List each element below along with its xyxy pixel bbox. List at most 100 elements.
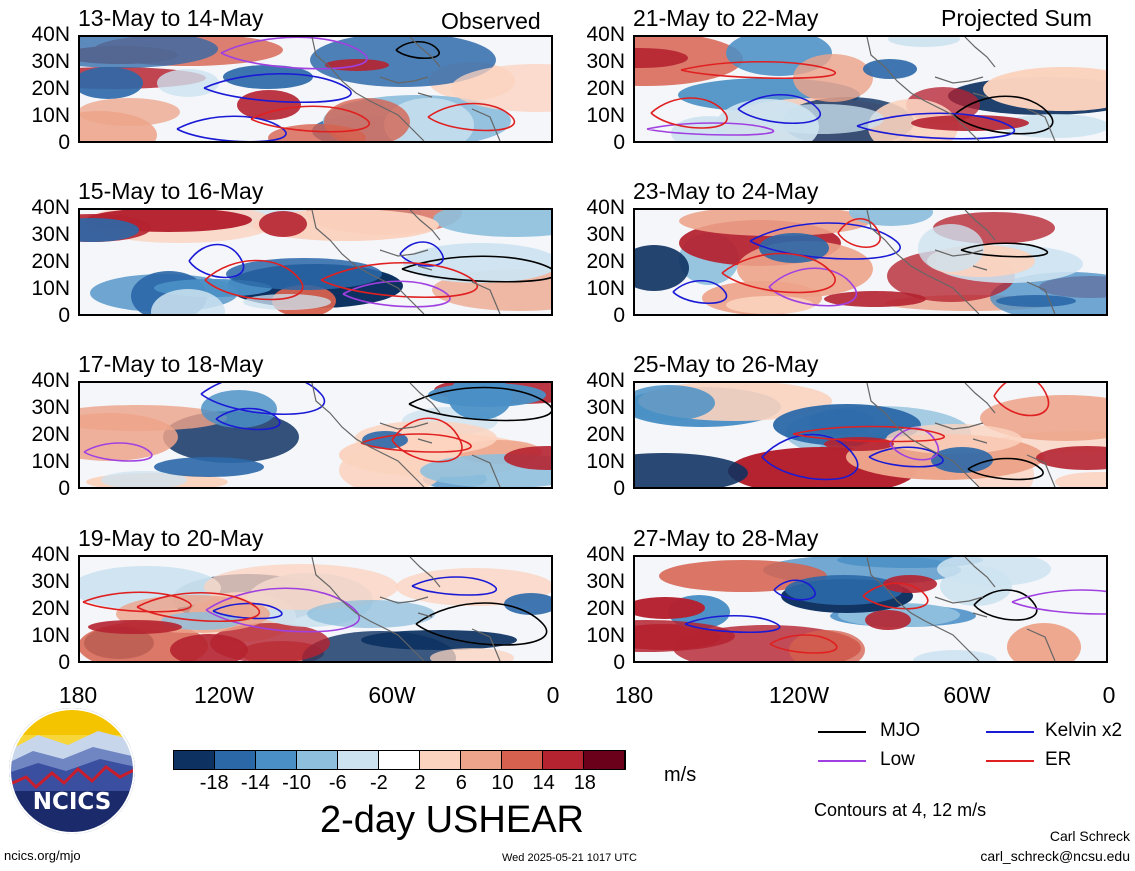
shear-map-panel [78, 555, 553, 663]
colorbar [173, 750, 626, 770]
y-tick-label: 0 [613, 651, 625, 674]
y-tick-label: 20N [31, 423, 70, 446]
y-tick-label: 0 [58, 131, 70, 154]
y-tick-label: 40N [586, 196, 625, 219]
y-tick-label: 30N [586, 570, 625, 593]
x-tick-180-right: 180 [614, 682, 654, 708]
y-tick-label: 10N [31, 450, 70, 473]
legend-line-low [818, 760, 866, 762]
colorbar-tick-label: -6 [328, 772, 347, 794]
projected-sum-label: Projected Sum [941, 5, 1092, 31]
y-tick-label: 30N [586, 396, 625, 419]
footer-timestamp: Wed 2025-05-21 1017 UTC [502, 852, 637, 864]
y-tick-label: 10N [31, 624, 70, 647]
x-tick-0-left: 0 [546, 682, 560, 708]
x-tick-120w-left: 120W [193, 682, 255, 708]
y-tick-label: 20N [586, 77, 625, 100]
x-tick-60w-right: 60W [943, 682, 991, 708]
y-tick-label: 10N [31, 277, 70, 300]
colorbar-swatch [215, 751, 256, 769]
y-tick-label: 40N [31, 23, 70, 46]
colorbar-tick-label: -10 [282, 772, 311, 794]
y-tick-label: 10N [586, 104, 625, 127]
y-tick-label: 10N [586, 624, 625, 647]
colorbar-swatch [338, 751, 379, 769]
colorbar-tick-label: -18 [199, 772, 229, 794]
colorbar-unit: m/s [664, 764, 697, 786]
legend-line-mjo [818, 731, 866, 733]
colorbar-swatch [297, 751, 338, 769]
y-tick-label: 20N [586, 597, 625, 620]
y-tick-label: 40N [31, 369, 70, 392]
panel-title: 21-May to 22-May [633, 5, 819, 31]
contour-note: Contours at 4, 12 m/s [814, 800, 987, 820]
colorbar-swatch [379, 751, 420, 769]
y-tick-label: 40N [31, 196, 70, 219]
shear-map-panel [633, 35, 1108, 143]
y-tick-label: 0 [58, 304, 70, 327]
map-field [635, 383, 1106, 487]
map-field [80, 557, 551, 661]
x-tick-120w-right: 120W [768, 682, 830, 708]
x-tick-60w-left: 60W [368, 682, 416, 708]
y-tick-label: 0 [58, 477, 70, 500]
panel-title: 17-May to 18-May [78, 351, 264, 377]
map-field [80, 383, 551, 487]
y-tick-label: 20N [31, 597, 70, 620]
y-tick-label: 40N [31, 543, 70, 566]
footer-author: Carl Schreck [1049, 828, 1130, 844]
logo-text: NCICS [32, 789, 112, 815]
footer-url[interactable]: ncics.org/mjo [4, 848, 81, 863]
legend-label-er: ER [1045, 749, 1072, 770]
colorbar-swatch [461, 751, 502, 769]
y-tick-label: 10N [586, 277, 625, 300]
colorbar-tick-label: 10 [491, 772, 514, 794]
colorbar-tick-label: -2 [370, 772, 388, 794]
x-tick-0-right: 0 [1102, 682, 1116, 708]
panel-title: 25-May to 26-May [633, 351, 819, 377]
y-tick-label: 30N [31, 50, 70, 73]
y-tick-label: 30N [31, 396, 70, 419]
y-tick-label: 20N [586, 423, 625, 446]
y-tick-label: 10N [586, 450, 625, 473]
colorbar-tick-label: -14 [240, 772, 270, 794]
panel-title: 23-May to 24-May [633, 178, 819, 204]
shear-map-panel [633, 555, 1108, 663]
footer-email[interactable]: carl_schreck@ncsu.edu [980, 848, 1130, 864]
y-tick-label: 30N [586, 50, 625, 73]
colorbar-swatch [174, 751, 215, 769]
colorbar-tick-label: 2 [414, 772, 426, 794]
y-tick-label: 40N [586, 23, 625, 46]
y-tick-label: 40N [586, 369, 625, 392]
map-field [80, 210, 551, 314]
y-tick-label: 30N [31, 570, 70, 593]
map-field [80, 37, 551, 141]
ncics-logo-graphic [9, 708, 135, 834]
y-tick-label: 20N [31, 77, 70, 100]
y-tick-label: 30N [586, 223, 625, 246]
shear-map-panel [633, 208, 1108, 316]
colorbar-tick-label: 6 [455, 772, 467, 794]
colorbar-tick-label: 14 [532, 772, 555, 794]
shear-map-panel [78, 381, 553, 489]
shear-map-panel [633, 381, 1108, 489]
legend-line-er [986, 760, 1034, 762]
ncics-logo: NCICS [8, 707, 136, 835]
colorbar-swatch [420, 751, 461, 769]
legend-line-kelvin [986, 731, 1034, 733]
colorbar-swatch [584, 751, 625, 769]
x-tick-180-left: 180 [58, 682, 98, 708]
shear-map-panel [78, 208, 553, 316]
colorbar-swatch [502, 751, 543, 769]
y-tick-label: 20N [31, 250, 70, 273]
chart-title: 2-day USHEAR [320, 799, 584, 841]
y-tick-label: 0 [613, 477, 625, 500]
y-tick-label: 30N [31, 223, 70, 246]
panel-title: 19-May to 20-May [78, 525, 264, 551]
y-tick-label: 0 [613, 131, 625, 154]
y-tick-label: 40N [586, 543, 625, 566]
y-tick-label: 10N [31, 104, 70, 127]
observed-label: Observed [441, 8, 541, 34]
y-tick-label: 0 [613, 304, 625, 327]
panel-title: 13-May to 14-May [78, 5, 264, 31]
